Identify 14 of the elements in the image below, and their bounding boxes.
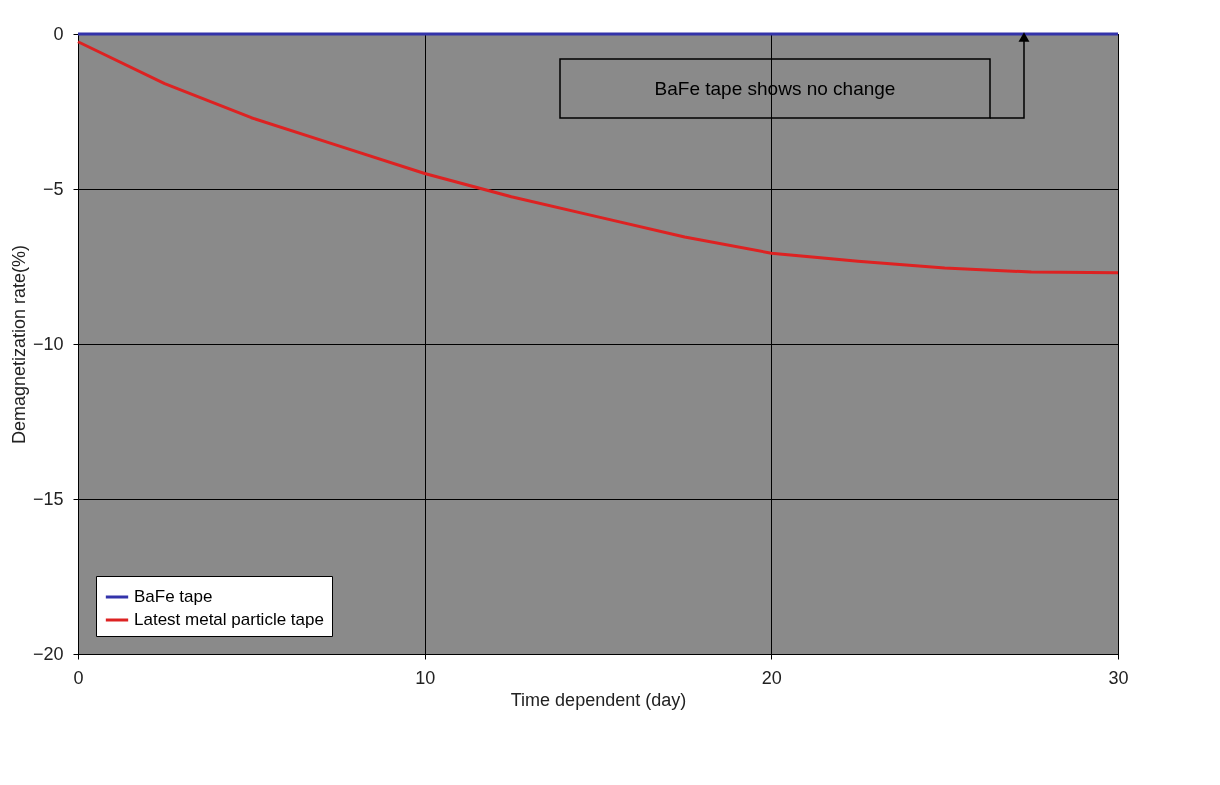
x-tick-label: 0 (73, 667, 84, 688)
y-tick-label: −5 (42, 178, 64, 199)
line-series (76, 40, 1120, 275)
y-tick-label: −10 (32, 333, 64, 354)
y-tick-label: 0 (53, 23, 64, 44)
y-tick-label: −15 (32, 488, 64, 509)
x-tick-label: 20 (761, 667, 782, 688)
legend-label: Latest metal particle tape (134, 610, 324, 629)
y-tick-label: −20 (32, 643, 64, 664)
x-axis-title: Time dependent (day) (510, 689, 687, 710)
y-axis-title: Demagnetization rate(%) (8, 244, 29, 445)
x-tick-label: 30 (1108, 667, 1129, 688)
x-tick-label: 10 (415, 667, 436, 688)
legend-label: BaFe tape (134, 587, 213, 606)
